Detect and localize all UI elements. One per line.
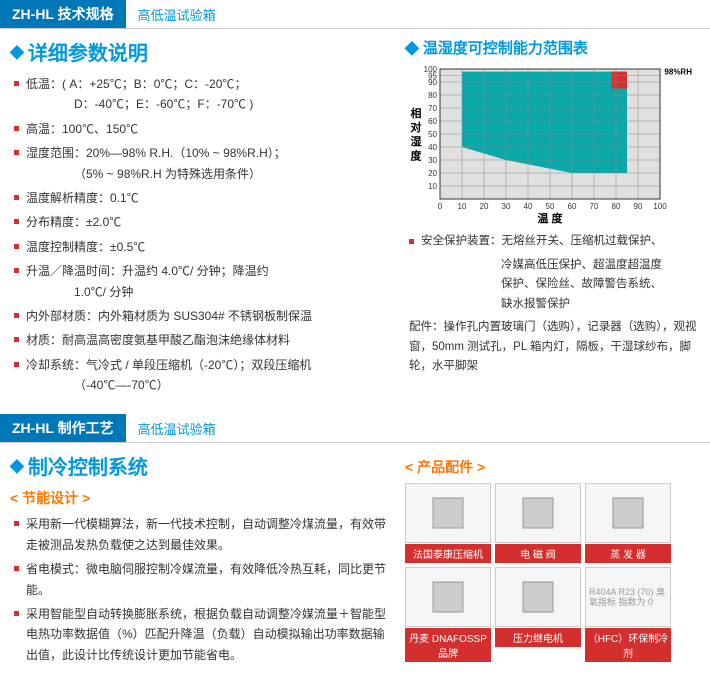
accessory-grid: 法国泰康压缩机电 磁 阀蒸 发 器丹麦 DNAFOSSP 品牌压力继电机R404… [405, 483, 700, 662]
angle-icon: > [477, 459, 485, 475]
heading2-text: 制冷控制系统 [28, 451, 148, 480]
subheading-text: 节能设计 [22, 490, 78, 506]
svg-text:50: 50 [428, 130, 437, 139]
svg-text:60: 60 [428, 117, 437, 126]
svg-text:100: 100 [424, 65, 438, 74]
chart-title-text: 温湿度可控制能力范围表 [423, 37, 588, 58]
section2-subtitle: 高低温试验箱 [126, 415, 228, 442]
safety-cont: 冷媒高低压保护、超温度超温度 [409, 256, 700, 276]
section2-left: ◆ 制冷控制系统 < 节能设计 > 采用新一代模糊算法，新一代技术控制，自动调整… [10, 451, 390, 669]
spec-list-1: 低温：( A：+25℃；B：0℃；C：-20℃；D：-40℃；E：-60℃；F：… [10, 74, 390, 395]
safety-list: 安全保护装置：无熔丝开关、压缩机过载保护、冷媒高低压保护、超温度超温度保护、保险… [405, 232, 700, 314]
section1-body: ◆ 详细参数说明 低温：( A：+25℃；B：0℃；C：-20℃；D：-40℃；… [0, 37, 710, 414]
spec-item: 分布精度：±2.0℃ [14, 212, 390, 232]
relay-icon [495, 567, 581, 627]
svg-text:30: 30 [428, 156, 437, 165]
arrow-icon: ◆ [405, 37, 419, 58]
svg-text:10: 10 [428, 182, 437, 191]
angle-icon: > [82, 490, 90, 506]
accessory-item: 蒸 发 器 [585, 483, 671, 563]
compressor-icon [405, 483, 491, 543]
spec-list-2: 采用新一代模糊算法，新一代技术控制，自动调整冷煤流量，有效带走被测品发热负载使之… [10, 514, 390, 665]
heading-text: 详细参数说明 [28, 37, 148, 66]
svg-text:40: 40 [428, 143, 437, 152]
svg-text:98%RH: 98%RH [664, 68, 692, 77]
spec-item: 温度解析精度：0.1℃ [14, 188, 390, 208]
section2-header: ZH-HL 制作工艺 高低温试验箱 [0, 414, 710, 443]
spec-item: 高温：100℃、150℃ [14, 119, 390, 139]
spec-item: 冷却系统：气冷式 / 单段压缩机（-20℃）；双段压缩机（-40℃—-70℃） [14, 355, 390, 396]
svg-text:温 度: 温 度 [537, 211, 563, 224]
accessory-label: 蒸 发 器 [585, 544, 671, 563]
svg-text:相 对 湿 度: 相 对 湿 度 [409, 106, 422, 161]
evaporator-icon [585, 483, 671, 543]
section1-tab: ZH-HL 技术规格 [0, 0, 126, 28]
humidity-chart: 0102030405060708090100102030405060708090… [405, 64, 695, 224]
safety-cont: 保护、保险丝、故障警告系统、 [409, 275, 700, 295]
svg-text:90: 90 [634, 202, 643, 211]
spec-item: 采用新一代模糊算法，新一代技术控制，自动调整冷煤流量，有效带走被测品发热负载使之… [14, 514, 390, 555]
svg-text:70: 70 [590, 202, 599, 211]
safety-cont: 缺水报警保护 [409, 295, 700, 315]
accessory-item: 电 磁 阀 [495, 483, 581, 563]
chart-title: ◆ 温湿度可控制能力范围表 [405, 37, 700, 58]
section2-right: < 产品配件 > 法国泰康压缩机电 磁 阀蒸 发 器丹麦 DNAFOSSP 品牌… [405, 451, 700, 669]
svg-text:20: 20 [428, 169, 437, 178]
svg-text:80: 80 [612, 202, 621, 211]
valve-icon [495, 483, 581, 543]
spec-item: 湿度范围：20%—98% R.H.（10% ~ 98%R.H）；（5% ~ 98… [14, 143, 390, 184]
spec-item: 省电模式：微电脑伺服控制冷媒流量，有效降低冷热互耗，同比更节能。 [14, 559, 390, 600]
accessories-title: < 产品配件 > [405, 457, 700, 477]
spec-item: 低温：( A：+25℃；B：0℃；C：-20℃；D：-40℃；E：-60℃；F：… [14, 74, 390, 115]
energy-subheading: < 节能设计 > [10, 488, 390, 508]
accessory-label: 压力继电机 [495, 628, 581, 647]
accessory-label: （HFC）环保制冷剂 [585, 628, 671, 662]
spec-item: 材质：耐高温高密度氨基甲酸乙酯泡沫绝缘体材料 [14, 330, 390, 350]
section1-right: ◆ 温湿度可控制能力范围表 0 10 20 30 40 50 60 70 80 90 100 10 20… [405, 37, 700, 399]
acc-title-text: 产品配件 [417, 459, 473, 475]
accessory-item: 丹麦 DNAFOSSP 品牌 [405, 567, 491, 662]
accessory-item: 法国泰康压缩机 [405, 483, 491, 563]
svg-text:100: 100 [653, 202, 667, 211]
accessory-item: R404A R23 (70) 臭氧指标 指数为 0（HFC）环保制冷剂 [585, 567, 671, 662]
arrow-icon: ◆ [10, 41, 24, 62]
arrow-icon: ◆ [10, 455, 24, 476]
danfoss-icon [405, 567, 491, 627]
spec-item: 内外部材质：内外箱材质为 SUS304# 不锈钢板制保温 [14, 306, 390, 326]
angle-icon: < [405, 459, 413, 475]
svg-text:50: 50 [546, 202, 555, 211]
svg-text:0: 0 [438, 202, 443, 211]
spec-item: 采用智能型自动转换膨胀系统，根据负载自动调整冷媒流量＋智能型电热功率数据值（%）… [14, 604, 390, 665]
safety-item: 安全保护装置：无熔丝开关、压缩机过载保护、 [409, 232, 700, 252]
section2-body: ◆ 制冷控制系统 < 节能设计 > 采用新一代模糊算法，新一代技术控制，自动调整… [0, 451, 710, 684]
accessory-label: 法国泰康压缩机 [405, 544, 491, 563]
accessory-label: 电 磁 阀 [495, 544, 581, 563]
hfc-icon: R404A R23 (70) 臭氧指标 指数为 0 [585, 567, 671, 627]
svg-text:70: 70 [428, 104, 437, 113]
accessory-label: 丹麦 DNAFOSSP 品牌 [405, 628, 491, 662]
section1-subtitle: 高低温试验箱 [126, 1, 228, 28]
angle-icon: < [10, 490, 18, 506]
svg-text:80: 80 [428, 91, 437, 100]
svg-text:20: 20 [480, 202, 489, 211]
section1-left: ◆ 详细参数说明 低温：( A：+25℃；B：0℃；C：-20℃；D：-40℃；… [10, 37, 390, 399]
section2-heading: ◆ 制冷控制系统 [10, 451, 390, 480]
spec-item: 温度控制精度：±0.5℃ [14, 237, 390, 257]
spec-item: 升温／降温时间：升温约 4.0℃/ 分钟；降温约1.0℃/ 分钟 [14, 261, 390, 302]
accessory-item: 压力继电机 [495, 567, 581, 662]
section1-header: ZH-HL 技术规格 高低温试验箱 [0, 0, 710, 29]
svg-text:30: 30 [502, 202, 511, 211]
svg-text:60: 60 [568, 202, 577, 211]
section2-tab: ZH-HL 制作工艺 [0, 414, 126, 442]
svg-text:40: 40 [524, 202, 533, 211]
accessories-text: 配件：操作孔内置玻璃门（选购），记录器（选购），观视窗，50mm 测试孔，PL … [405, 318, 700, 377]
section1-heading: ◆ 详细参数说明 [10, 37, 390, 66]
svg-text:10: 10 [458, 202, 467, 211]
